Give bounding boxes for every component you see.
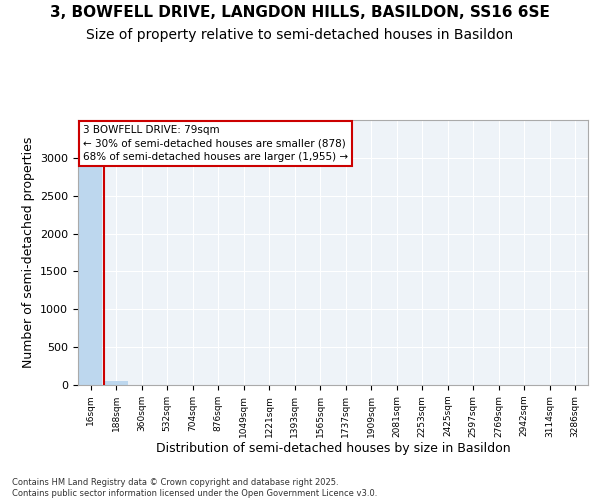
Text: 3 BOWFELL DRIVE: 79sqm
← 30% of semi-detached houses are smaller (878)
68% of se: 3 BOWFELL DRIVE: 79sqm ← 30% of semi-det…	[83, 126, 348, 162]
Y-axis label: Number of semi-detached properties: Number of semi-detached properties	[22, 137, 35, 368]
Text: Contains HM Land Registry data © Crown copyright and database right 2025.
Contai: Contains HM Land Registry data © Crown c…	[12, 478, 377, 498]
X-axis label: Distribution of semi-detached houses by size in Basildon: Distribution of semi-detached houses by …	[155, 442, 511, 456]
Bar	[104, 381, 128, 385]
Text: Size of property relative to semi-detached houses in Basildon: Size of property relative to semi-detach…	[86, 28, 514, 42]
Bar	[79, 167, 103, 385]
Text: 3, BOWFELL DRIVE, LANGDON HILLS, BASILDON, SS16 6SE: 3, BOWFELL DRIVE, LANGDON HILLS, BASILDO…	[50, 5, 550, 20]
